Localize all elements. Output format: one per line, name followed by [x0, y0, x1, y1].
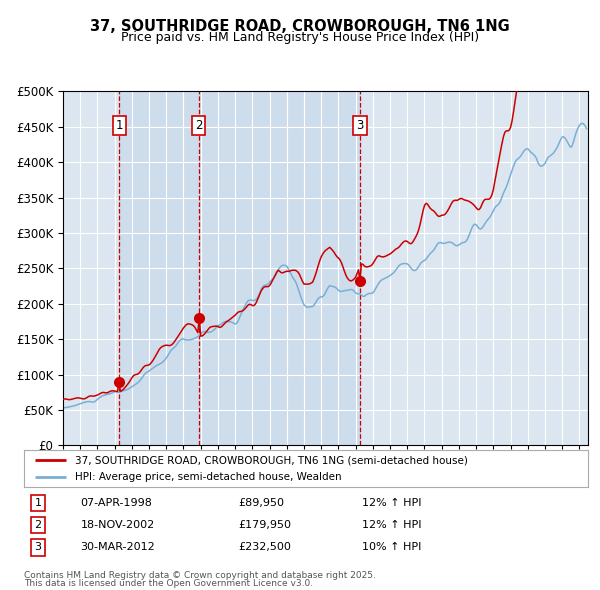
Text: 1: 1: [35, 498, 41, 508]
Bar: [199, 91, 360, 445]
Text: 37, SOUTHRIDGE ROAD, CROWBOROUGH, TN6 1NG (semi-detached house): 37, SOUTHRIDGE ROAD, CROWBOROUGH, TN6 1N…: [75, 455, 467, 465]
Text: 2: 2: [35, 520, 41, 530]
Text: 07-APR-1998: 07-APR-1998: [80, 498, 152, 508]
Text: 30-MAR-2012: 30-MAR-2012: [80, 542, 155, 552]
Text: 1: 1: [116, 119, 123, 132]
Text: £179,950: £179,950: [238, 520, 292, 530]
Text: 3: 3: [35, 542, 41, 552]
Text: £232,500: £232,500: [238, 542, 291, 552]
Text: 12% ↑ HPI: 12% ↑ HPI: [362, 520, 422, 530]
Text: 18-NOV-2002: 18-NOV-2002: [80, 520, 155, 530]
Text: Contains HM Land Registry data © Crown copyright and database right 2025.: Contains HM Land Registry data © Crown c…: [24, 571, 376, 579]
Bar: [119, 91, 199, 445]
Text: £89,950: £89,950: [238, 498, 284, 508]
Text: 10% ↑ HPI: 10% ↑ HPI: [362, 542, 422, 552]
Text: Price paid vs. HM Land Registry's House Price Index (HPI): Price paid vs. HM Land Registry's House …: [121, 31, 479, 44]
Text: This data is licensed under the Open Government Licence v3.0.: This data is licensed under the Open Gov…: [24, 579, 313, 588]
Text: 12% ↑ HPI: 12% ↑ HPI: [362, 498, 422, 508]
Text: 3: 3: [356, 119, 364, 132]
Text: HPI: Average price, semi-detached house, Wealden: HPI: Average price, semi-detached house,…: [75, 472, 341, 482]
Text: 37, SOUTHRIDGE ROAD, CROWBOROUGH, TN6 1NG: 37, SOUTHRIDGE ROAD, CROWBOROUGH, TN6 1N…: [90, 19, 510, 34]
Text: 2: 2: [195, 119, 202, 132]
